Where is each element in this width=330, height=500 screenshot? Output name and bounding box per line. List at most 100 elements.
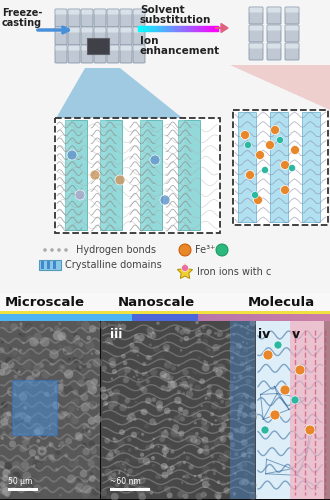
FancyBboxPatch shape [249, 8, 262, 12]
Circle shape [216, 244, 228, 256]
Circle shape [229, 384, 234, 390]
Circle shape [118, 368, 125, 374]
Circle shape [243, 462, 248, 467]
Circle shape [291, 396, 299, 404]
Circle shape [250, 403, 256, 409]
Circle shape [228, 490, 234, 495]
FancyBboxPatch shape [268, 8, 280, 12]
Circle shape [118, 472, 120, 474]
Circle shape [215, 389, 223, 397]
Circle shape [35, 426, 44, 436]
Circle shape [204, 472, 207, 474]
Circle shape [88, 440, 95, 447]
Circle shape [56, 411, 66, 420]
Circle shape [180, 408, 182, 410]
Circle shape [1, 376, 5, 380]
Circle shape [150, 155, 160, 165]
Circle shape [200, 404, 203, 407]
Circle shape [49, 428, 51, 430]
Circle shape [112, 400, 118, 406]
Circle shape [89, 475, 95, 482]
Circle shape [197, 413, 202, 418]
Circle shape [86, 363, 92, 368]
Bar [238, 112, 256, 222]
Circle shape [261, 166, 269, 173]
FancyArrow shape [194, 26, 197, 30]
Circle shape [184, 384, 189, 390]
Bar [264, 313, 271, 321]
FancyArrow shape [181, 26, 183, 30]
Circle shape [108, 342, 111, 344]
Circle shape [196, 493, 203, 500]
Circle shape [78, 388, 85, 395]
Circle shape [240, 426, 247, 432]
Circle shape [106, 337, 113, 344]
FancyBboxPatch shape [285, 44, 299, 49]
Circle shape [188, 476, 190, 478]
Circle shape [49, 363, 52, 366]
Circle shape [271, 126, 280, 134]
Circle shape [222, 376, 225, 378]
Circle shape [170, 376, 174, 379]
Circle shape [59, 494, 62, 497]
Circle shape [180, 437, 184, 441]
Bar [16, 313, 23, 321]
Circle shape [77, 459, 79, 462]
FancyArrow shape [165, 26, 167, 30]
FancyBboxPatch shape [285, 43, 299, 60]
Circle shape [1, 402, 8, 408]
Circle shape [205, 393, 212, 400]
Circle shape [1, 480, 4, 484]
Circle shape [180, 329, 185, 335]
Circle shape [8, 477, 14, 483]
Circle shape [50, 362, 55, 366]
Circle shape [112, 369, 117, 374]
Circle shape [39, 350, 42, 354]
Circle shape [140, 378, 144, 381]
Circle shape [195, 439, 201, 445]
Circle shape [9, 440, 12, 443]
Circle shape [18, 332, 21, 336]
FancyArrow shape [189, 26, 191, 30]
Circle shape [25, 423, 30, 428]
Circle shape [57, 332, 66, 341]
Circle shape [87, 430, 90, 432]
Circle shape [118, 324, 121, 327]
FancyBboxPatch shape [69, 46, 80, 51]
Circle shape [23, 472, 31, 480]
Bar [140, 120, 146, 230]
Bar [253, 313, 259, 321]
Circle shape [222, 365, 225, 368]
Circle shape [241, 439, 248, 446]
Circle shape [115, 482, 119, 487]
Circle shape [230, 442, 235, 448]
Circle shape [140, 452, 144, 457]
Circle shape [213, 350, 215, 352]
Circle shape [201, 492, 207, 498]
Circle shape [238, 429, 242, 434]
Circle shape [195, 320, 199, 324]
Circle shape [144, 424, 149, 428]
Bar [66, 313, 73, 321]
FancyBboxPatch shape [94, 45, 106, 63]
Circle shape [202, 466, 210, 473]
Circle shape [162, 447, 169, 454]
Circle shape [55, 468, 58, 471]
Circle shape [42, 371, 50, 378]
Bar [0, 311, 330, 314]
Circle shape [134, 485, 142, 492]
Circle shape [101, 393, 108, 400]
FancyBboxPatch shape [81, 9, 93, 27]
Bar [286, 313, 292, 321]
Circle shape [62, 335, 65, 338]
Circle shape [154, 442, 160, 448]
Circle shape [194, 422, 197, 424]
Circle shape [178, 430, 184, 436]
Circle shape [71, 399, 75, 403]
Circle shape [107, 460, 110, 462]
Circle shape [114, 327, 118, 332]
Circle shape [226, 482, 229, 484]
Circle shape [81, 362, 86, 368]
Bar [110, 313, 116, 321]
Bar [33, 313, 40, 321]
